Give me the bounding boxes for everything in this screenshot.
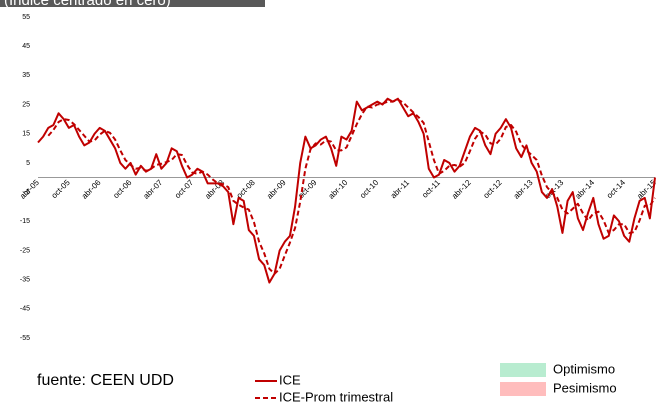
x-tick-label: abr-07 — [142, 178, 165, 201]
legend-label: ICE-Prom trimestral — [279, 389, 393, 404]
x-tick-label: oct-12 — [482, 178, 504, 200]
x-tick-label: oct-09 — [296, 178, 318, 200]
line-series — [37, 97, 656, 284]
x-tick-label: oct-05 — [50, 178, 72, 200]
y-tick-label: -25 — [20, 247, 30, 254]
x-tick-label: abr-13 — [512, 178, 535, 201]
y-tick-label: 35 — [22, 72, 30, 79]
x-tick-label: abr-12 — [450, 178, 473, 201]
line-series — [47, 98, 656, 275]
x-tick-label: abr-05 — [18, 178, 41, 201]
title-bar — [0, 0, 265, 7]
y-tick-label: 55 — [22, 14, 30, 21]
x-tick-label: oct-14 — [605, 178, 627, 200]
y-tick-label: 5 — [26, 160, 30, 167]
x-tick-label: oct-06 — [111, 178, 133, 200]
y-tick-label: -35 — [20, 276, 30, 283]
source: fuente: CEEN UDD — [37, 372, 174, 389]
y-tick-label: -15 — [20, 218, 30, 225]
x-tick-label: abr-11 — [389, 178, 412, 201]
y-tick-label: -55 — [20, 335, 30, 342]
x-tick-label: abr-06 — [80, 178, 103, 201]
chart-title: (Índice centrado en cero) — [4, 0, 171, 9]
legend-label: Optimismo — [553, 361, 615, 376]
x-tick-label: oct-11 — [420, 178, 442, 200]
legend-label: Pesimismo — [553, 380, 617, 395]
y-tick-label: 15 — [22, 131, 30, 138]
x-tick-label: oct-10 — [358, 178, 380, 200]
legend-swatch — [500, 382, 546, 396]
x-tick-label: abr-10 — [327, 178, 350, 201]
legend-label: ICE — [279, 372, 301, 387]
y-tick-label: 25 — [22, 101, 30, 108]
legend-swatch — [500, 363, 546, 377]
x-tick-label: oct-08 — [235, 178, 257, 200]
y-tick-label: 45 — [22, 43, 30, 50]
x-tick-label: abr-09 — [265, 178, 288, 201]
y-tick-label: -5 — [24, 189, 30, 196]
y-tick-label: -45 — [20, 306, 30, 313]
x-tick-label: oct-07 — [173, 178, 195, 200]
